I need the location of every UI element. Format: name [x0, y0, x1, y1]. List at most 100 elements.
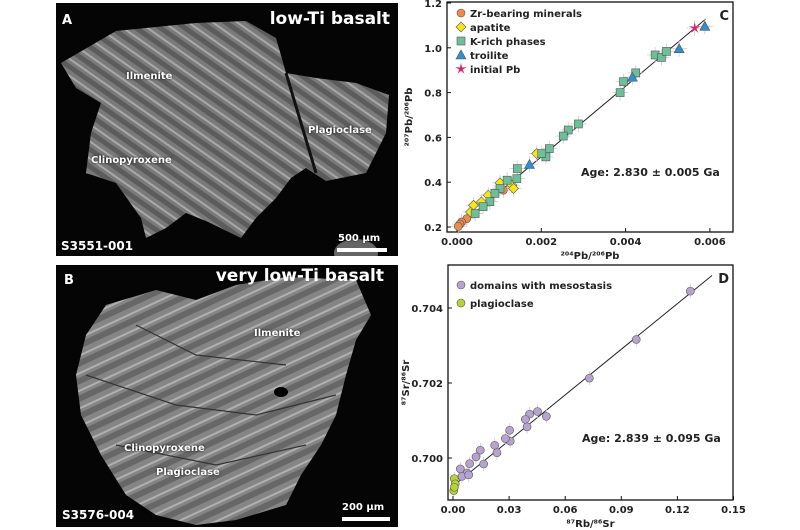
age-annotation: Age: 2.839 ± 0.095 Ga: [582, 432, 721, 445]
data-point-domains-with-mesostasis: [465, 459, 474, 468]
data-point-k-rich-phases: [563, 125, 573, 135]
y-tick-label: 1.0: [424, 44, 442, 55]
y-tick-label: 0.700: [411, 454, 443, 465]
legend-marker: [456, 298, 466, 308]
plot-frame: [447, 264, 734, 501]
x-axis-label: ²⁰⁴Pb/²⁰⁶Pb: [561, 251, 620, 262]
sample-id-b: S3576-004: [62, 508, 135, 522]
data-point-apatite: [508, 183, 519, 194]
age-annotation: Age: 2.830 ± 0.005 Ga: [581, 166, 720, 179]
data-point-k-rich-phases: [512, 164, 522, 173]
label-plagioclase-a: Plagioclase: [308, 125, 372, 136]
legend-marker: [456, 8, 466, 18]
scale-bar-label-a: 500 µm: [338, 233, 381, 244]
data-point-domains-with-mesostasis: [533, 407, 542, 416]
data-point-k-rich-phases: [615, 88, 625, 97]
data-point-k-rich-phases: [485, 197, 495, 206]
sem-image-low-ti-basalt: A low-Ti basalt Ilmenite Clinopyroxene P…: [56, 3, 398, 256]
data-point-domains-with-mesostasis: [505, 425, 514, 435]
label-clinopyroxene-a: Clinopyroxene: [91, 155, 172, 166]
data-point-k-rich-phases: [657, 53, 666, 62]
data-point-troilite: [626, 71, 638, 82]
x-tick-label: 0.03: [497, 505, 522, 516]
legend-label: plagioclase: [470, 299, 534, 310]
data-point-domains-with-mesostasis: [471, 452, 481, 462]
legend-marker: [455, 49, 467, 60]
legend-label: K-rich phases: [470, 37, 546, 48]
legend-label: troilite: [470, 51, 509, 62]
data-point-domains-with-mesostasis: [492, 448, 502, 458]
x-tick-label: 0.000: [441, 237, 473, 248]
data-point-domains-with-mesostasis: [501, 434, 510, 443]
data-point-k-rich-phases: [478, 202, 488, 211]
scale-bar-b: [342, 517, 390, 521]
data-point-domains-with-mesostasis: [464, 470, 474, 480]
y-axis-label: ²⁰⁷Pb/²⁰⁶Pb: [404, 88, 415, 147]
data-point-k-rich-phases: [495, 184, 505, 193]
data-point-troilite: [699, 20, 711, 31]
label-clinopyroxene-b: Clinopyroxene: [124, 443, 205, 454]
x-tick-label: 0.09: [609, 505, 634, 516]
data-point-k-rich-phases: [502, 175, 512, 185]
data-point-k-rich-phases: [574, 119, 583, 129]
data-point-domains-with-mesostasis: [522, 422, 532, 432]
isochron-charts: 0.000 0.002 0.004 0.006 0.2 0.4 0.6 0.8 1.0 1.2 ²⁰…: [401, 0, 746, 530]
legend-label: domains with mesostasis: [470, 281, 612, 292]
legend-marker: [456, 280, 466, 290]
x-tick-label: 0.004: [610, 237, 642, 248]
legend-marker: [455, 63, 467, 74]
data-point-k-rich-phases: [537, 149, 547, 158]
rb-sr-isochron-chart: 0.00 0.03 0.06 0.09 0.12 0.15 0.700 0.702 0.704 ⁸…: [401, 264, 746, 530]
panel-letter: D: [718, 272, 729, 287]
scale-bar-a: [337, 248, 387, 252]
panel-title-b: very low-Ti basalt: [215, 266, 384, 286]
data-point-initial-pb: [689, 22, 701, 33]
data-point-domains-with-mesostasis: [542, 412, 551, 421]
x-tick-label: 0.006: [694, 237, 726, 248]
data-point-troilite: [523, 158, 536, 169]
y-axis-label: ⁸⁷Sr/⁸⁶Sr: [401, 360, 412, 406]
data-point-domains-with-mesostasis: [686, 286, 695, 296]
y-tick-label: 0.6: [424, 133, 442, 144]
data-point-k-rich-phases: [558, 131, 568, 141]
legend-label: initial Pb: [470, 65, 520, 76]
legend-marker: [456, 36, 466, 46]
panel-letter-b: B: [64, 273, 74, 288]
data-point-domains-with-mesostasis: [479, 459, 488, 469]
x-tick-label: 0.15: [721, 505, 746, 516]
x-tick-label: 0.002: [525, 237, 557, 248]
legend-label: apatite: [470, 23, 511, 34]
rock-section-image-b: [76, 277, 371, 525]
panel-letter: C: [719, 9, 729, 24]
sample-id-a: S3551-001: [61, 239, 134, 253]
y-tick-label: 0.8: [424, 89, 442, 100]
label-ilmenite-b: Ilmenite: [254, 328, 301, 339]
y-tick-label: 0.702: [411, 379, 443, 390]
pb-pb-isochron-chart: 0.000 0.002 0.004 0.006 0.2 0.4 0.6 0.8 1.0 1.2 ²⁰…: [404, 0, 734, 262]
y-tick-label: 0.704: [411, 304, 443, 315]
data-point-k-rich-phases: [662, 47, 671, 56]
data-point-domains-with-mesostasis: [521, 415, 530, 424]
label-ilmenite-a: Ilmenite: [126, 71, 173, 82]
x-axis-label: ⁸⁷Rb/⁸⁶Sr: [566, 519, 614, 530]
data-point-k-rich-phases: [470, 209, 480, 218]
legend-label: Zr-bearing minerals: [470, 9, 582, 20]
data-point-k-rich-phases: [545, 144, 554, 153]
data-point-domains-with-mesostasis: [585, 373, 594, 383]
sem-image-very-low-ti-basalt: B very low-Ti basalt Ilmenite Clinopyrox…: [56, 265, 398, 527]
label-plagioclase-b: Plagioclase: [156, 467, 220, 478]
data-point-troilite: [673, 43, 685, 53]
data-point-k-rich-phases: [619, 77, 628, 86]
data-point-zr-bearing-minerals: [453, 222, 463, 231]
data-point-domains-with-mesostasis: [631, 335, 641, 344]
panel-title-a: low-Ti basalt: [269, 9, 390, 29]
panel-letter-a: A: [62, 13, 73, 28]
y-tick-label: 1.2: [424, 0, 442, 10]
x-tick-label: 0.00: [441, 505, 466, 516]
data-point-k-rich-phases: [490, 189, 500, 198]
x-tick-label: 0.12: [665, 505, 690, 516]
scale-bar-label-b: 200 µm: [342, 502, 385, 513]
data-point-k-rich-phases: [512, 174, 522, 183]
data-point-plagioclase: [450, 482, 459, 492]
y-tick-label: 0.2: [424, 223, 442, 234]
